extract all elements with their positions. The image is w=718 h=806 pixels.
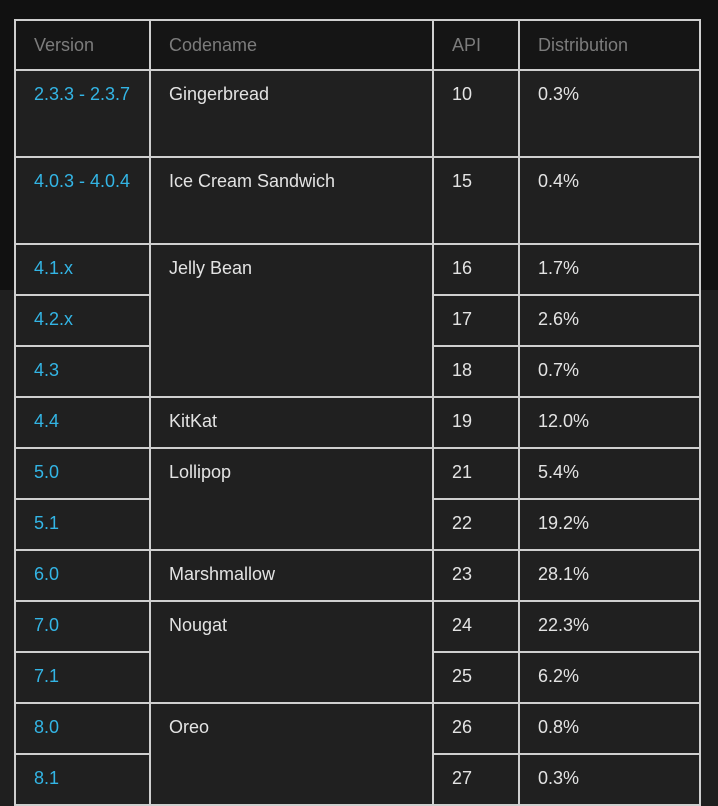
codename-cell: KitKat bbox=[149, 396, 434, 449]
version-link[interactable]: 5.1 bbox=[14, 498, 151, 551]
version-link[interactable]: 4.0.3 - 4.0.4 bbox=[14, 156, 151, 245]
distribution-cell: 1.7% bbox=[518, 243, 701, 296]
table-row: 7.1 25 6.2% bbox=[14, 651, 701, 704]
version-link[interactable]: 8.1 bbox=[14, 753, 151, 806]
distribution-cell: 2.6% bbox=[518, 294, 701, 347]
api-cell: 24 bbox=[432, 600, 520, 653]
version-link[interactable]: 4.2.x bbox=[14, 294, 151, 347]
api-cell: 27 bbox=[432, 753, 520, 806]
version-link[interactable]: 4.1.x bbox=[14, 243, 151, 296]
api-cell: 23 bbox=[432, 549, 520, 602]
distribution-cell: 0.3% bbox=[518, 69, 701, 158]
distribution-cell: 0.4% bbox=[518, 156, 701, 245]
distribution-cell: 6.2% bbox=[518, 651, 701, 704]
table-row: 5.1 22 19.2% bbox=[14, 498, 701, 551]
table-row: 4.1.x Jelly Bean 16 1.7% bbox=[14, 243, 701, 398]
header-distribution: Distribution bbox=[518, 19, 701, 71]
api-cell: 19 bbox=[432, 396, 520, 449]
api-cell: 21 bbox=[432, 447, 520, 500]
version-link[interactable]: 7.0 bbox=[14, 600, 151, 653]
version-link[interactable]: 4.3 bbox=[14, 345, 151, 398]
codename-cell: Ice Cream Sandwich bbox=[149, 156, 434, 245]
table-row: 6.0 Marshmallow 23 28.1% bbox=[14, 549, 701, 602]
table-row: 8.1 27 0.3% bbox=[14, 753, 701, 806]
codename-cell: Nougat bbox=[149, 600, 434, 704]
codename-cell: Oreo bbox=[149, 702, 434, 806]
table-row: 4.0.3 - 4.0.4 Ice Cream Sandwich 15 0.4% bbox=[14, 156, 701, 245]
header-api: API bbox=[432, 19, 520, 71]
version-link[interactable]: 7.1 bbox=[14, 651, 151, 704]
distribution-cell: 5.4% bbox=[518, 447, 701, 500]
table-row: 8.0 Oreo 26 0.8% bbox=[14, 702, 701, 806]
table-row: 2.3.3 - 2.3.7 Gingerbread 10 0.3% bbox=[14, 69, 701, 158]
codename-cell: Marshmallow bbox=[149, 549, 434, 602]
version-link[interactable]: 2.3.3 - 2.3.7 bbox=[14, 69, 151, 158]
table-row: 5.0 Lollipop 21 5.4% bbox=[14, 447, 701, 551]
header-codename: Codename bbox=[149, 19, 434, 71]
distribution-cell: 22.3% bbox=[518, 600, 701, 653]
api-cell: 26 bbox=[432, 702, 520, 755]
distribution-cell: 0.8% bbox=[518, 702, 701, 755]
api-cell: 10 bbox=[432, 69, 520, 158]
distribution-table-container: Version Codename API Distribution 2.3.3 … bbox=[14, 19, 701, 806]
version-link[interactable]: 6.0 bbox=[14, 549, 151, 602]
codename-cell: Jelly Bean bbox=[149, 243, 434, 398]
distribution-cell: 0.3% bbox=[518, 753, 701, 806]
api-cell: 16 bbox=[432, 243, 520, 296]
api-cell: 15 bbox=[432, 156, 520, 245]
distribution-cell: 12.0% bbox=[518, 396, 701, 449]
version-link[interactable]: 4.4 bbox=[14, 396, 151, 449]
api-cell: 17 bbox=[432, 294, 520, 347]
codename-cell: Gingerbread bbox=[149, 69, 434, 158]
table-header-row: Version Codename API Distribution bbox=[14, 19, 701, 71]
version-link[interactable]: 5.0 bbox=[14, 447, 151, 500]
table-row: 7.0 Nougat 24 22.3% bbox=[14, 600, 701, 704]
table-row: 4.4 KitKat 19 12.0% bbox=[14, 396, 701, 449]
api-cell: 25 bbox=[432, 651, 520, 704]
version-link[interactable]: 8.0 bbox=[14, 702, 151, 755]
distribution-cell: 19.2% bbox=[518, 498, 701, 551]
distribution-cell: 28.1% bbox=[518, 549, 701, 602]
distribution-cell: 0.7% bbox=[518, 345, 701, 398]
codename-cell: Lollipop bbox=[149, 447, 434, 551]
header-version: Version bbox=[14, 19, 151, 71]
android-version-distribution-table: Version Codename API Distribution 2.3.3 … bbox=[14, 19, 701, 806]
api-cell: 22 bbox=[432, 498, 520, 551]
table-row: 4.2.x 17 2.6% bbox=[14, 294, 701, 347]
api-cell: 18 bbox=[432, 345, 520, 398]
table-row: 4.3 18 0.7% bbox=[14, 345, 701, 398]
